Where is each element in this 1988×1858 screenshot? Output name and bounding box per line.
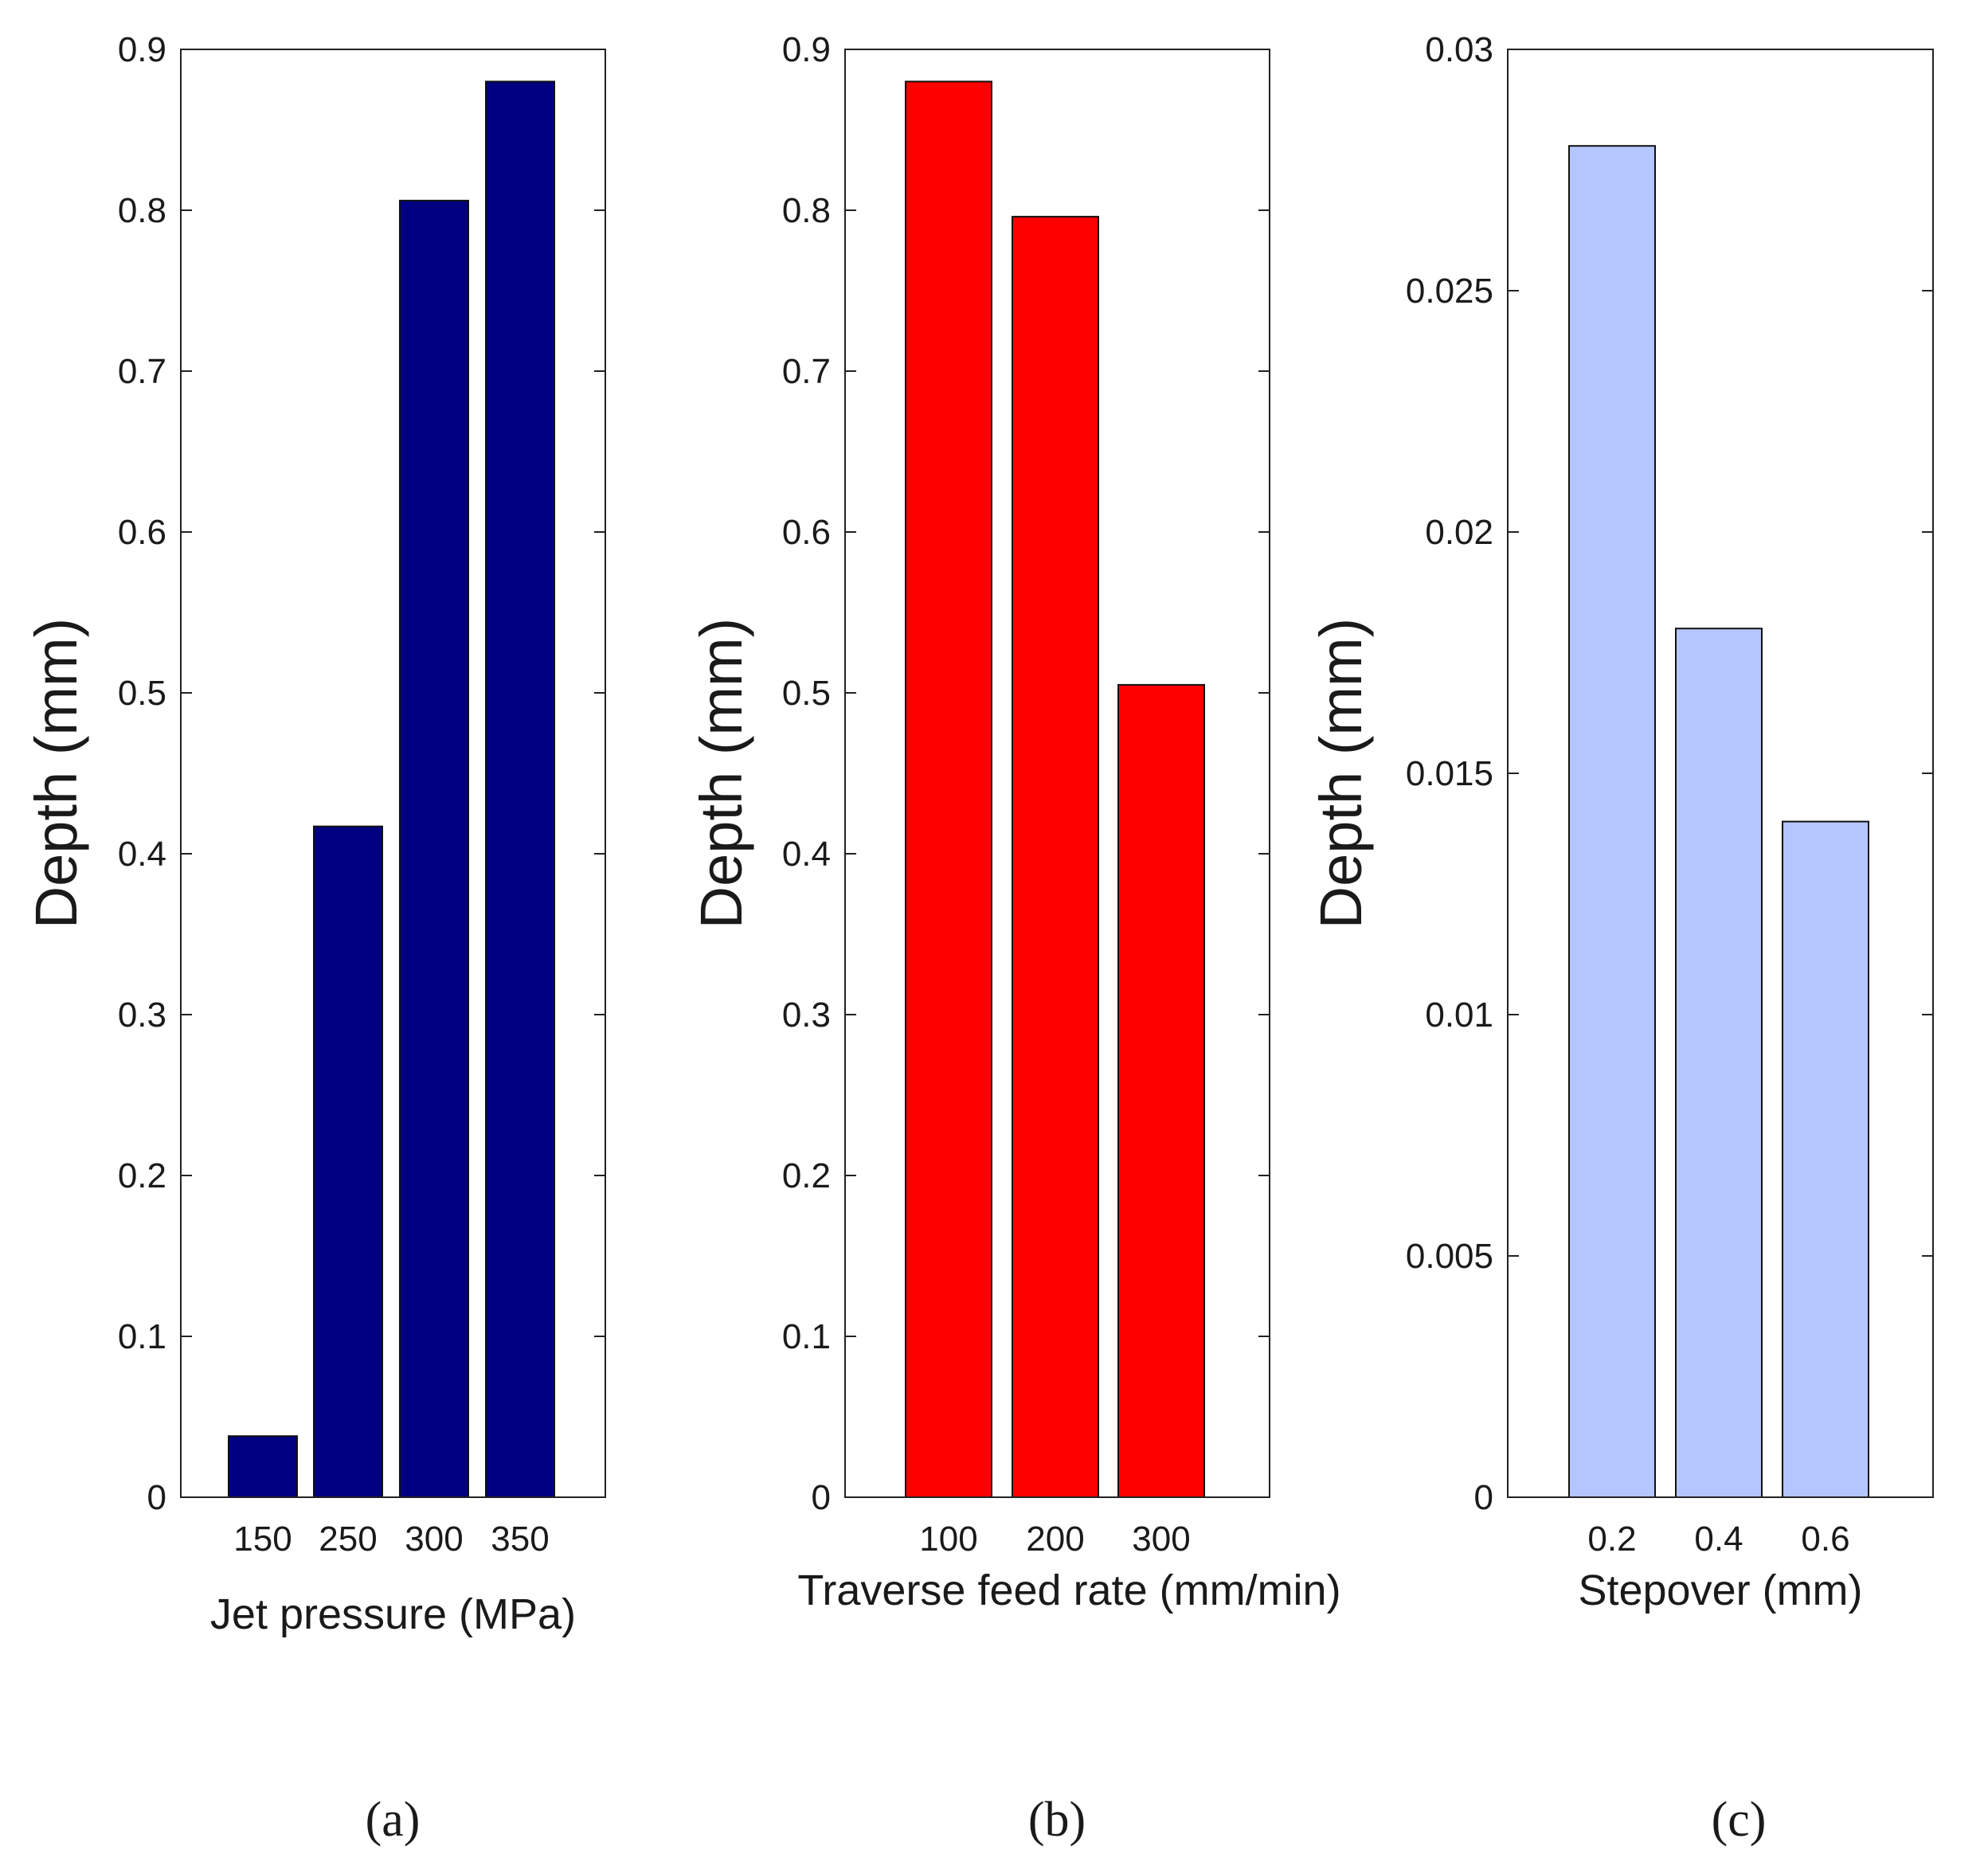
y-tick-label-c-3: 0.015: [1406, 754, 1493, 793]
x-tick-label-a-2: 300: [405, 1520, 463, 1559]
y-tick-label-b-9: 0.9: [782, 30, 831, 69]
y-ticks-b: 0 0.1 0.2 0.3 0.4 0.5 0.6 0.7 0.8 0.9: [782, 30, 1270, 1517]
y-axis-label-a: Depth (mm): [23, 618, 89, 929]
y-tick-label-b-4: 0.4: [782, 835, 831, 874]
panel-label-a: (a): [366, 1793, 421, 1847]
y-tick-label-c-5: 0.025: [1406, 272, 1493, 311]
y-ticks-a: 0 0.1 0.2 0.3 0.4 0.5 0.6 0.7 0.8 0.9: [118, 30, 605, 1517]
y-tick-label-b-7: 0.7: [782, 352, 831, 391]
x-tick-label-b-2: 300: [1132, 1520, 1190, 1559]
y-tick-label-b-5: 0.5: [782, 674, 831, 713]
x-tick-label-b-0: 100: [919, 1520, 977, 1559]
y-tick-label-c-1: 0.005: [1406, 1237, 1493, 1276]
y-axis-label-c: Depth (mm): [1308, 618, 1374, 929]
bar-c-0.2: [1568, 145, 1656, 1499]
x-tick-label-c-1: 0.4: [1694, 1520, 1743, 1559]
x-axis-label-b: Traverse feed rate (mm/min): [797, 1567, 1340, 1614]
y-tick-label-a-6: 0.6: [118, 513, 166, 552]
bar-b-300: [1117, 683, 1205, 1498]
bars-b: [905, 80, 1205, 1499]
bars-c: [1568, 145, 1869, 1499]
panel-label-b: (b): [1028, 1793, 1086, 1847]
x-tick-labels-b: 100 200 300: [919, 1520, 1190, 1559]
y-tick-label-a-0: 0: [147, 1478, 166, 1517]
y-tick-label-a-7: 0.7: [118, 352, 166, 391]
y-tick-label-b-2: 0.2: [782, 1156, 831, 1195]
bar-b-100: [905, 80, 992, 1498]
y-tick-label-a-4: 0.4: [118, 835, 166, 874]
x-tick-label-a-0: 150: [233, 1520, 292, 1559]
y-tick-label-c-4: 0.02: [1425, 513, 1493, 552]
y-tick-label-a-5: 0.5: [118, 674, 166, 713]
bars-a: [228, 80, 555, 1499]
plot-frame-b: [844, 49, 1270, 1498]
y-tick-label-c-6: 0.03: [1425, 30, 1493, 69]
chart-panel-c: 0 0.005 0.01 0.015 0.02 0.025 0.03 0.2 0.4 0.6 S…: [1308, 30, 1934, 1847]
y-tick-label-b-0: 0: [812, 1478, 831, 1517]
y-ticks-c: 0 0.005 0.01 0.015 0.02 0.025 0.03: [1406, 30, 1933, 1517]
panel-label-c: (c): [1712, 1793, 1767, 1847]
bar-b-200: [1012, 216, 1099, 1499]
y-tick-label-b-6: 0.6: [782, 513, 831, 552]
y-tick-label-c-2: 0.01: [1425, 995, 1493, 1035]
x-tick-label-b-1: 200: [1026, 1520, 1084, 1559]
y-tick-label-a-2: 0.2: [118, 1156, 166, 1195]
x-tick-labels-a: 150 250 300 350: [233, 1520, 549, 1559]
y-axis-label-b: Depth (mm): [688, 618, 754, 929]
y-tick-label-c-0: 0: [1474, 1478, 1493, 1517]
bar-c-0.4: [1675, 628, 1763, 1499]
y-tick-label-a-3: 0.3: [118, 995, 166, 1035]
y-tick-label-a-9: 0.9: [118, 30, 166, 69]
bar-a-150: [228, 1435, 298, 1498]
y-tick-label-a-8: 0.8: [118, 191, 166, 230]
x-tick-label-c-0: 0.2: [1587, 1520, 1636, 1559]
chart-panel-a: 0 0.1 0.2 0.3 0.4 0.5 0.6 0.7 0.8 0.9 150 250 300 35…: [23, 30, 606, 1847]
bar-c-0.6: [1782, 820, 1869, 1498]
y-tick-label-b-3: 0.3: [782, 995, 831, 1035]
x-tick-label-c-2: 0.6: [1801, 1520, 1849, 1559]
chart-panel-b: 0 0.1 0.2 0.3 0.4 0.5 0.6 0.7 0.8 0.9 100 200 300 T…: [688, 30, 1341, 1847]
bar-a-300: [399, 199, 469, 1498]
plot-frame-a: [180, 49, 606, 1498]
y-tick-label-a-1: 0.1: [118, 1317, 166, 1356]
bar-a-250: [313, 825, 383, 1499]
x-tick-labels-c: 0.2 0.4 0.6: [1587, 1520, 1849, 1559]
x-tick-label-a-1: 250: [319, 1520, 377, 1559]
x-tick-label-a-3: 350: [491, 1520, 549, 1559]
y-tick-label-b-8: 0.8: [782, 191, 831, 230]
x-axis-label-a: Jet pressure (MPa): [210, 1590, 576, 1638]
x-axis-label-c: Stepover (mm): [1578, 1567, 1862, 1614]
y-tick-label-b-1: 0.1: [782, 1317, 831, 1356]
bar-a-350: [485, 80, 555, 1498]
